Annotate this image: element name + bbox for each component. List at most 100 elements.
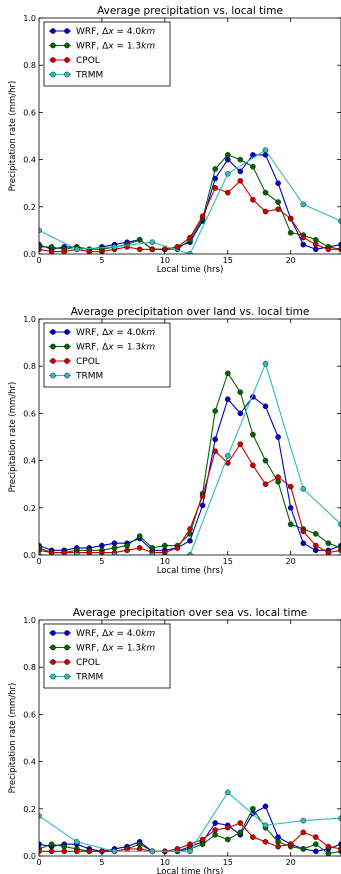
legend-entry: WRF, Δx = 4.0km	[76, 629, 155, 639]
x-tick-label: 20	[286, 858, 296, 867]
data-point	[187, 538, 193, 544]
data-point	[250, 462, 256, 469]
data-point	[325, 850, 332, 856]
data-point	[287, 229, 294, 236]
data-point	[325, 843, 332, 850]
x-axis-label: Local time (hrs)	[157, 566, 224, 576]
data-point	[212, 832, 218, 838]
x-tick-label: 0	[36, 858, 41, 867]
data-point	[86, 248, 93, 254]
data-point	[250, 196, 256, 203]
data-point	[275, 180, 281, 186]
legend-marker	[64, 659, 70, 665]
x-tick-label: 5	[99, 858, 104, 867]
y-tick-label: 0.0	[23, 250, 36, 259]
legend-marker	[50, 644, 56, 651]
data-point	[187, 841, 193, 848]
data-point	[212, 166, 218, 172]
series-2	[39, 806, 341, 856]
y-tick-label: 0.2	[23, 504, 36, 513]
legend-marker	[64, 42, 70, 49]
y-tick-label: 0.4	[23, 457, 36, 466]
data-point	[325, 549, 332, 555]
y-tick-label: 0.0	[23, 551, 36, 560]
y-axis-label: Precipitation rate (mm/hr)	[8, 81, 18, 192]
data-point	[224, 836, 231, 843]
data-point	[174, 545, 181, 551]
legend: WRF, Δx = 4.0km WRF, Δx = 1.3km CPOL TRMM	[43, 322, 171, 388]
data-point	[250, 806, 256, 812]
data-point	[149, 545, 156, 551]
data-point	[149, 239, 156, 245]
data-point	[149, 246, 156, 253]
data-point	[275, 843, 281, 850]
data-point	[174, 244, 181, 250]
data-point	[237, 177, 244, 184]
data-point	[312, 547, 319, 554]
data-point	[224, 170, 231, 177]
data-point	[262, 839, 269, 845]
data-point	[74, 552, 80, 555]
data-point	[300, 241, 307, 248]
chart-panel-1: Average precipitation vs. local time 0 5 10…	[8, 5, 341, 275]
x-tick-label: 10	[160, 858, 170, 867]
legend-marker	[64, 644, 70, 651]
legend-entry: WRF, Δx = 1.3km	[76, 644, 155, 654]
series-3	[39, 820, 341, 855]
data-point	[187, 234, 193, 241]
data-point	[287, 483, 294, 490]
data-point	[136, 841, 143, 848]
legend-entry: WRF, Δx = 1.3km	[76, 343, 155, 353]
x-tick-label: 10	[160, 256, 170, 265]
data-point	[312, 834, 319, 840]
data-point	[300, 234, 307, 241]
legend-marker	[64, 71, 70, 78]
legend-marker	[64, 630, 70, 636]
data-point	[312, 236, 319, 243]
legend-marker	[64, 358, 70, 364]
x-tick-label: 5	[99, 256, 104, 265]
chart-title: Average precipitation vs. local time	[97, 5, 283, 17]
data-point	[237, 156, 244, 163]
data-point	[212, 827, 218, 833]
legend-entry: WRF, Δx = 4.0km	[76, 328, 155, 338]
data-point	[325, 246, 332, 253]
x-tick-label: 15	[223, 557, 233, 566]
legend-entry: WRF, Δx = 1.3km	[76, 42, 155, 52]
data-point	[111, 244, 118, 250]
data-point	[74, 839, 80, 845]
series-4	[39, 360, 341, 555]
data-point	[275, 834, 281, 840]
y-axis-label: Precipitation rate (mm/hr)	[8, 683, 18, 794]
legend: WRF, Δx = 4.0km WRF, Δx = 1.3km CPOL TRMM	[43, 21, 171, 87]
series-3	[39, 177, 341, 254]
chart-title: Average precipitation over land vs. loca…	[71, 306, 310, 318]
y-tick-label: 1.0	[23, 315, 36, 324]
series-line	[39, 362, 341, 555]
series-line	[39, 149, 341, 254]
y-tick-label: 0.0	[23, 852, 36, 861]
data-point	[312, 246, 319, 253]
y-tick-label: 1.0	[23, 14, 36, 23]
data-point	[187, 848, 193, 855]
data-point	[250, 163, 256, 170]
data-point	[124, 846, 130, 852]
data-point	[149, 848, 156, 855]
y-tick-label: 1.0	[23, 616, 36, 625]
data-point	[48, 848, 55, 855]
data-point	[262, 360, 269, 367]
data-point	[199, 213, 206, 219]
data-point	[48, 248, 55, 254]
y-tick-label: 0.6	[23, 409, 36, 418]
data-point	[312, 531, 319, 537]
legend-entry: CPOL	[76, 658, 100, 668]
x-tick-label: 0	[36, 256, 41, 265]
data-point	[224, 453, 231, 459]
data-point	[287, 521, 294, 528]
y-tick-label: 0.8	[23, 663, 36, 672]
plot-frame	[38, 619, 341, 857]
data-point	[262, 457, 269, 464]
plot-frame	[38, 318, 341, 556]
y-tick-label: 0.6	[23, 710, 36, 719]
